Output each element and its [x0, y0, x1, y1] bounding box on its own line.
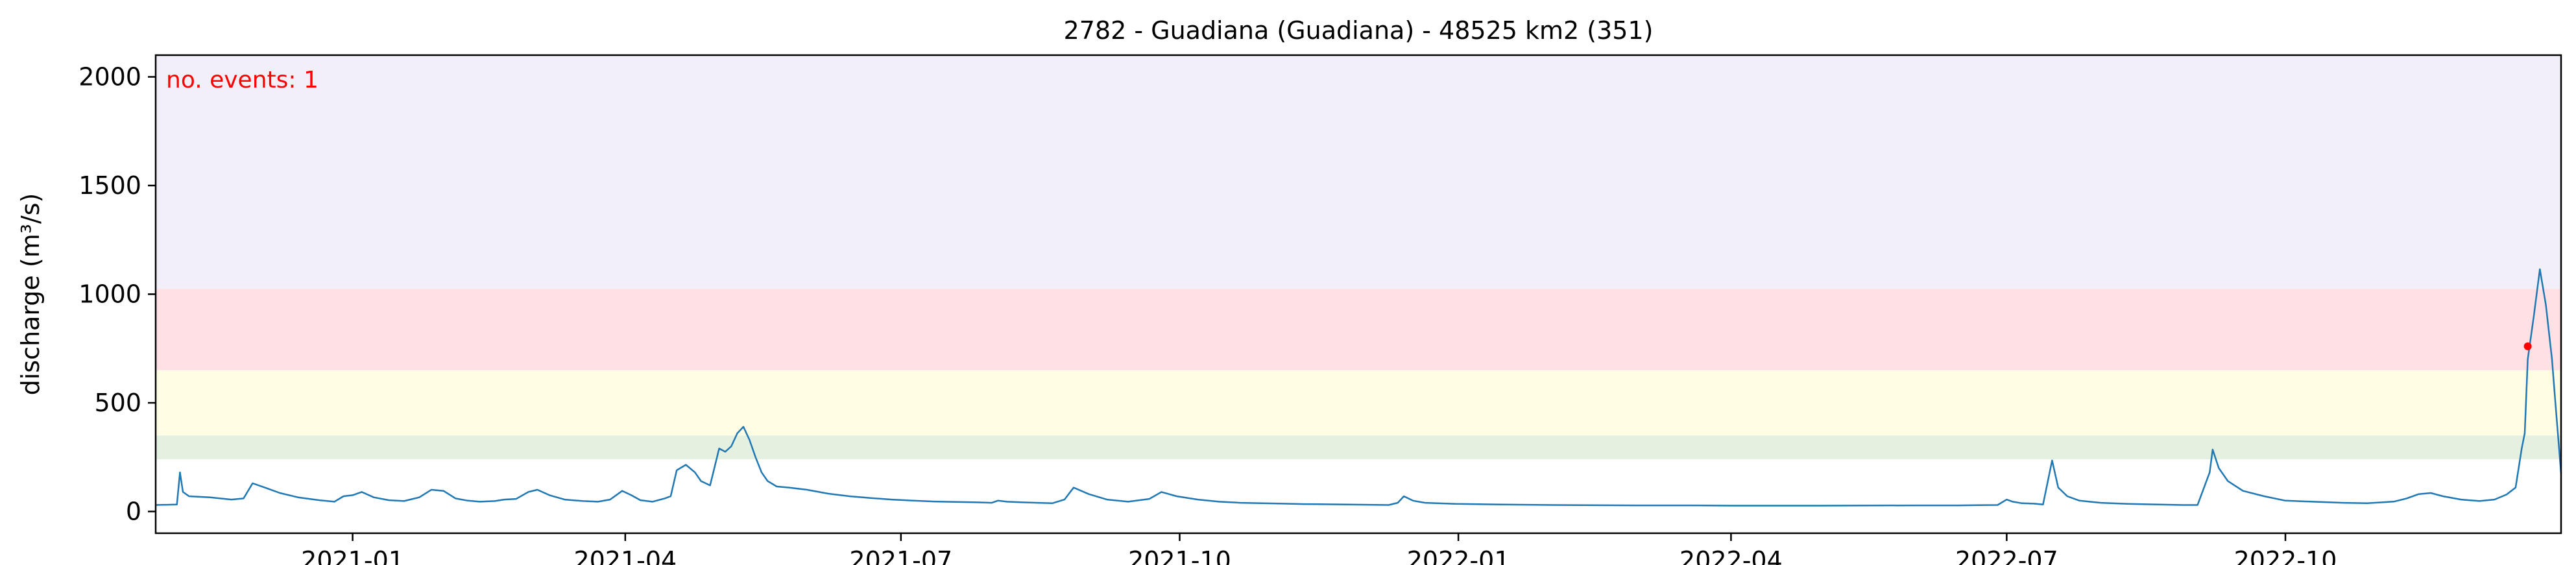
y-tick-label: 1000 [78, 280, 141, 309]
discharge-line-0 [155, 268, 2562, 507]
x-tick-label: 2021-10 [1128, 546, 1231, 565]
y-tick-label: 1500 [78, 171, 141, 200]
x-tick-label: 2022-10 [2234, 546, 2337, 565]
threshold-bands [156, 55, 2561, 460]
x-tick-label: 2022-04 [1679, 546, 1783, 565]
y-tick-label: 2000 [78, 63, 141, 91]
y-tick-label: 0 [126, 498, 141, 526]
event-count-annotation: no. events: 1 [166, 67, 319, 93]
x-axis: 2021-01 2021-04 2021-07 2021-10 2022-01 2022-… [301, 533, 2337, 565]
chart-title: 2782 - Guadiana (Guadiana) - 48525 km2 (… [1064, 16, 1654, 45]
discharge-series [155, 268, 2562, 507]
x-tick-label: 2021-04 [573, 546, 677, 565]
event-markers [2523, 342, 2532, 350]
threshold-band-0 [156, 435, 2561, 460]
threshold-band-3 [156, 55, 2561, 289]
y-tick-label: 500 [94, 389, 141, 417]
x-tick-label: 2021-01 [301, 546, 404, 565]
threshold-band-1 [156, 370, 2561, 436]
threshold-band-2 [156, 289, 2561, 370]
y-axis-label: discharge (m³/s) [16, 193, 45, 396]
x-tick-label: 2021-07 [849, 546, 952, 565]
x-tick-label: 2022-01 [1407, 546, 1510, 565]
y-axis: 0 500 1000 1500 2000 [78, 63, 156, 526]
event-point-0 [2523, 342, 2532, 350]
x-tick-label: 2022-07 [1955, 546, 2058, 565]
